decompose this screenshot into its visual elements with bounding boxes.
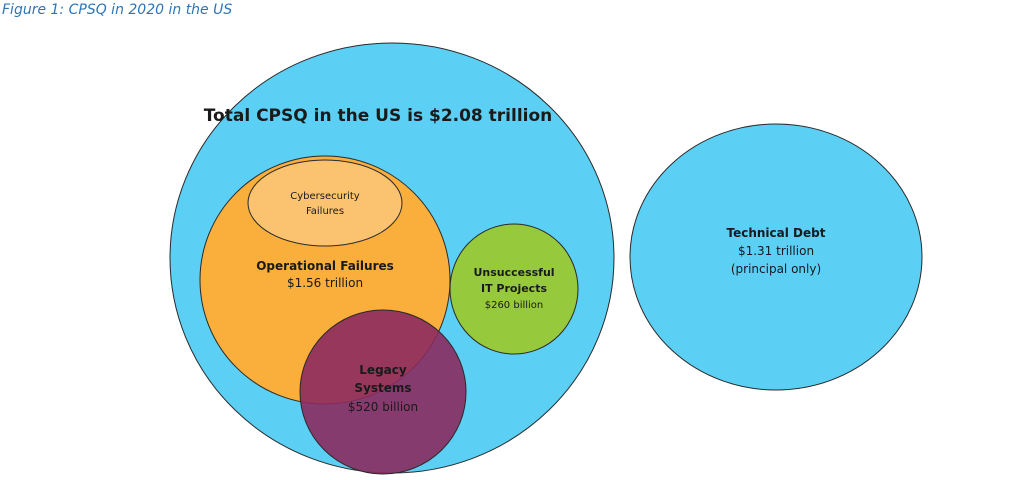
legacy-systems-label-line2: Systems bbox=[354, 381, 411, 395]
figure-caption-text: CPSQ in 2020 in the US bbox=[68, 2, 233, 18]
technical-debt-note: (principal only) bbox=[731, 262, 821, 276]
cybersecurity-label-line2: Failures bbox=[306, 206, 344, 217]
unsuccessful-it-projects-circle bbox=[449, 223, 579, 355]
figure-caption-prefix: Figure 1: bbox=[2, 2, 69, 18]
figure-caption: Figure 1: CPSQ in 2020 in the US bbox=[2, 2, 232, 18]
legacy-systems-circle bbox=[299, 309, 467, 475]
unsuccessful-it-value: $260 billion bbox=[485, 300, 544, 311]
legacy-systems-label-line1: Legacy bbox=[359, 363, 407, 377]
technical-debt-value: $1.31 trillion bbox=[738, 244, 814, 258]
legacy-systems-value: $520 billion bbox=[348, 400, 418, 414]
technical-debt-name: Technical Debt bbox=[727, 226, 826, 240]
unsuccessful-it-label-line2: IT Projects bbox=[481, 282, 547, 295]
total-cpsq-title: Total CPSQ in the US is $2.08 trillion bbox=[204, 106, 553, 126]
unsuccessful-it-label-line1: Unsuccessful bbox=[473, 266, 554, 279]
cybersecurity-label-line1: Cybersecurity bbox=[290, 191, 360, 202]
cybersecurity-failures-ellipse bbox=[247, 159, 403, 247]
operational-failures-value: $1.56 trillion bbox=[287, 276, 363, 290]
operational-failures-name: Operational Failures bbox=[256, 259, 394, 273]
technical-debt-circle bbox=[629, 123, 923, 391]
